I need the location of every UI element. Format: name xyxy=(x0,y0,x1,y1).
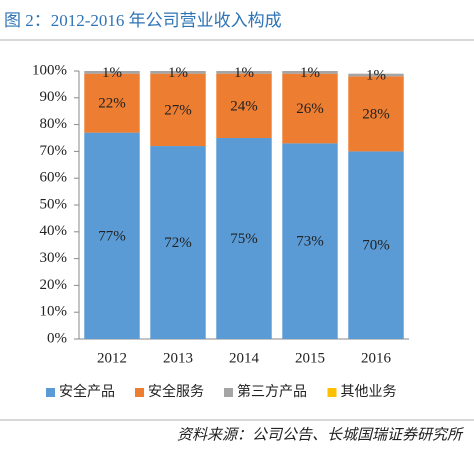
x-tick-label: 2013 xyxy=(163,350,193,366)
bar-segment xyxy=(282,71,338,74)
y-tick-label: 80% xyxy=(40,116,68,132)
source-note: 资料来源：公司公告、长城国瑞证券研究所 xyxy=(177,426,464,443)
bar-segment xyxy=(216,71,272,74)
legend-label: 其他业务 xyxy=(341,384,397,400)
x-tick-label: 2015 xyxy=(295,350,325,366)
bar-segment xyxy=(84,71,140,74)
y-tick-label: 20% xyxy=(40,277,68,293)
bar-segment xyxy=(84,132,140,339)
data-label: 22% xyxy=(98,96,126,112)
bar-segment xyxy=(282,143,338,339)
chart-title: 图 2：2012-2016 年公司营业收入构成 xyxy=(4,11,282,30)
data-label: 27% xyxy=(164,102,192,118)
y-tick-label: 70% xyxy=(40,143,68,159)
y-tick-label: 40% xyxy=(40,223,68,239)
data-label: 1% xyxy=(168,65,188,81)
data-label: 1% xyxy=(234,65,254,81)
x-tick-label: 2012 xyxy=(97,350,127,366)
y-tick-label: 90% xyxy=(40,89,68,105)
y-tick-label: 30% xyxy=(40,250,68,266)
data-label: 24% xyxy=(230,98,258,114)
legend-label: 安全服务 xyxy=(148,383,204,400)
data-label: 26% xyxy=(296,101,324,117)
data-label: 1% xyxy=(300,65,320,81)
data-label: 1% xyxy=(366,67,386,83)
data-label: 70% xyxy=(362,238,390,254)
legend-swatch xyxy=(135,388,144,397)
data-label: 77% xyxy=(98,228,126,244)
data-label: 73% xyxy=(296,234,324,250)
bar-segment xyxy=(348,73,404,77)
bar-segment xyxy=(84,73,140,133)
data-label: 72% xyxy=(164,235,192,251)
bar-segment xyxy=(216,73,272,138)
legend-swatch xyxy=(46,388,55,397)
bar-segment xyxy=(150,71,206,74)
legend-label: 安全产品 xyxy=(59,383,115,400)
data-label: 1% xyxy=(102,65,122,81)
y-tick-label: 10% xyxy=(40,304,68,320)
legend-swatch xyxy=(224,388,233,397)
bar-segment xyxy=(282,73,338,144)
bar-segment xyxy=(150,73,206,147)
y-tick-label: 0% xyxy=(47,330,67,346)
bar-segment xyxy=(348,76,404,152)
bar-segment xyxy=(216,138,272,339)
legend-swatch xyxy=(327,388,337,397)
x-tick-label: 2016 xyxy=(361,350,392,366)
data-label: 28% xyxy=(362,106,390,122)
y-tick-label: 100% xyxy=(32,62,67,78)
bar-segment xyxy=(348,151,404,339)
bar-segment xyxy=(150,146,206,339)
y-tick-label: 50% xyxy=(40,196,68,212)
x-tick-label: 2014 xyxy=(229,350,260,366)
legend-label: 第三方产品 xyxy=(237,383,307,400)
data-label: 75% xyxy=(230,231,258,247)
y-tick-label: 60% xyxy=(40,170,68,186)
